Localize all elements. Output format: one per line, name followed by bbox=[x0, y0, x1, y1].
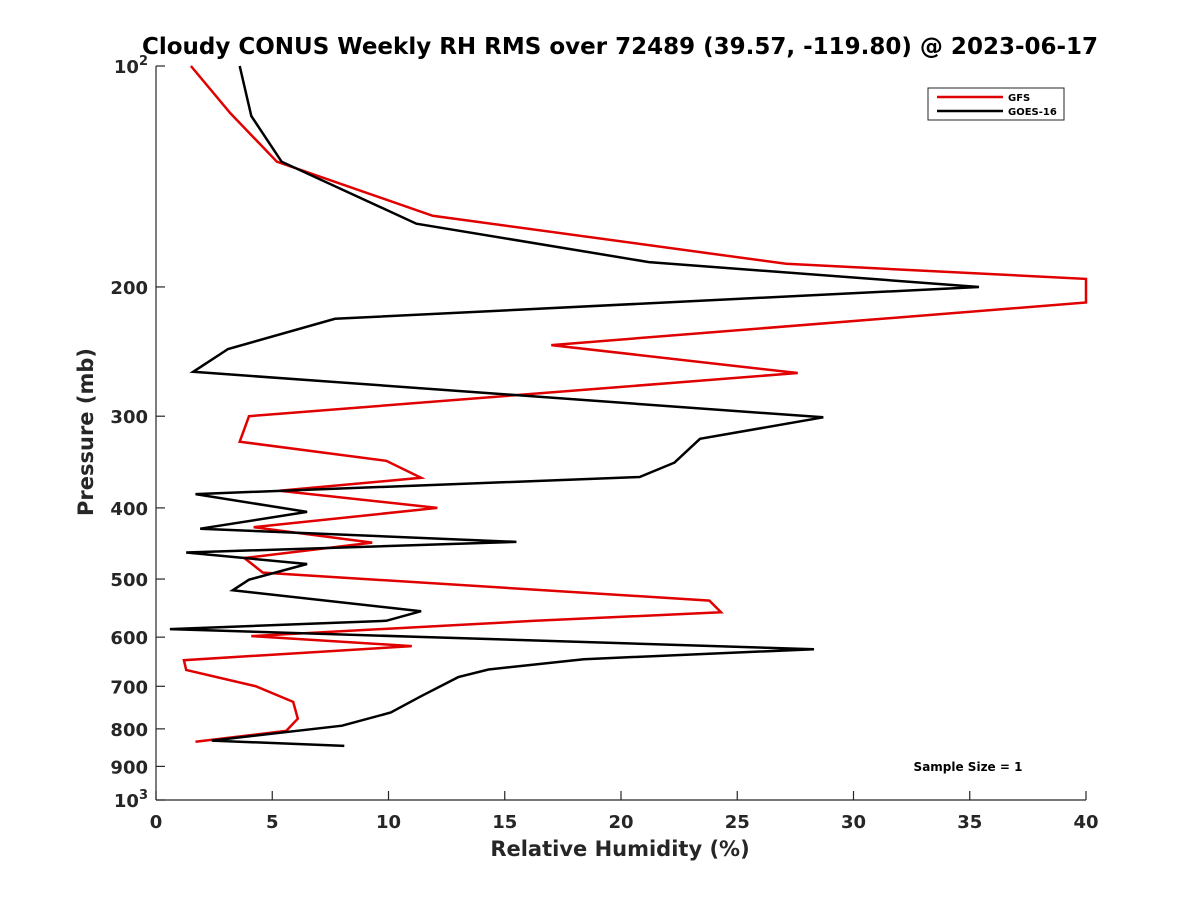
x-tick-label: 25 bbox=[725, 812, 750, 833]
x-tick-label: 10 bbox=[376, 812, 401, 833]
x-tick-label: 20 bbox=[608, 812, 633, 833]
sample-size-annotation: Sample Size = 1 bbox=[914, 760, 1023, 774]
y-tick-label: 700 bbox=[110, 677, 148, 698]
x-tick-label: 5 bbox=[266, 812, 279, 833]
series-layer bbox=[169, 65, 1088, 748]
y-tick-label: 500 bbox=[110, 570, 148, 591]
title-group: Cloudy CONUS Weekly RH RMS over 72489 (3… bbox=[142, 34, 1098, 60]
y-tick-label: 900 bbox=[110, 757, 148, 778]
chart-title: Cloudy CONUS Weekly RH RMS over 72489 (3… bbox=[142, 34, 1098, 60]
legend: GFS GOES-16 bbox=[927, 87, 1065, 121]
x-tick-label: 15 bbox=[492, 812, 517, 833]
x-tick-label: 35 bbox=[957, 812, 982, 833]
y-tick-label: 800 bbox=[110, 720, 148, 741]
x-axis-label: Relative Humidity (%) bbox=[490, 837, 749, 861]
y-tick-label: 103 bbox=[114, 788, 148, 812]
legend-label-gfs: GFS bbox=[1008, 93, 1030, 104]
y-tick-label: 400 bbox=[110, 499, 148, 520]
series-line-gfs bbox=[182, 65, 1088, 744]
x-tick-label: 0 bbox=[150, 812, 163, 833]
y-tick-label: 600 bbox=[110, 628, 148, 649]
y-tick-label: 102 bbox=[114, 54, 148, 78]
series-line-goes-16 bbox=[169, 65, 980, 748]
legend-label-goes16: GOES-16 bbox=[1008, 107, 1057, 118]
legend-box bbox=[927, 87, 1065, 121]
axes-layer: 0 5 10 15 20 25 30 35 40 102 200 300 400 500 600 700 800… bbox=[110, 54, 1098, 833]
x-tick-label: 40 bbox=[1073, 812, 1098, 833]
y-tick-label: 200 bbox=[110, 278, 148, 299]
y-tick-label: 300 bbox=[110, 407, 148, 428]
x-tick-label: 30 bbox=[841, 812, 866, 833]
axis-labels: Relative Humidity (%) Pressure (mb) bbox=[74, 348, 750, 861]
y-axis-label: Pressure (mb) bbox=[74, 348, 98, 516]
